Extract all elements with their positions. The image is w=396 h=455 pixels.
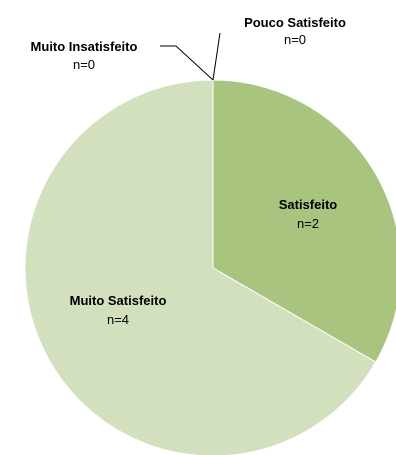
slice-label-count: n=0 — [73, 57, 95, 72]
slice-label-name: Pouco Satisfeito — [244, 15, 346, 30]
slice-label-name: Muito Satisfeito — [70, 293, 167, 308]
slice-label-count: n=2 — [297, 216, 319, 231]
slice-label-name: Satisfeito — [279, 197, 338, 212]
label-muito-satisfeito: Muito Satisfeito n=4 — [70, 293, 167, 327]
slice-label-name: Muito Insatisfeito — [31, 39, 138, 54]
pie-slice-muito-satisfeito — [24, 79, 377, 455]
pie-slice-satisfeito — [212, 79, 396, 363]
pie-slices — [24, 79, 396, 455]
slice-label-count: n=4 — [107, 312, 129, 327]
leader-line-pouco-satisfeito — [212, 32, 221, 81]
label-muito-insatisfeito: Muito Insatisfeito n=0 — [31, 39, 138, 72]
slice-label-count: n=0 — [284, 32, 306, 47]
label-satisfeito: Satisfeito n=2 — [279, 197, 338, 231]
leader-line-muito-insatisfeito — [160, 45, 214, 81]
leader-lines — [160, 32, 221, 81]
label-pouco-satisfeito: Pouco Satisfeito n=0 — [244, 15, 346, 47]
